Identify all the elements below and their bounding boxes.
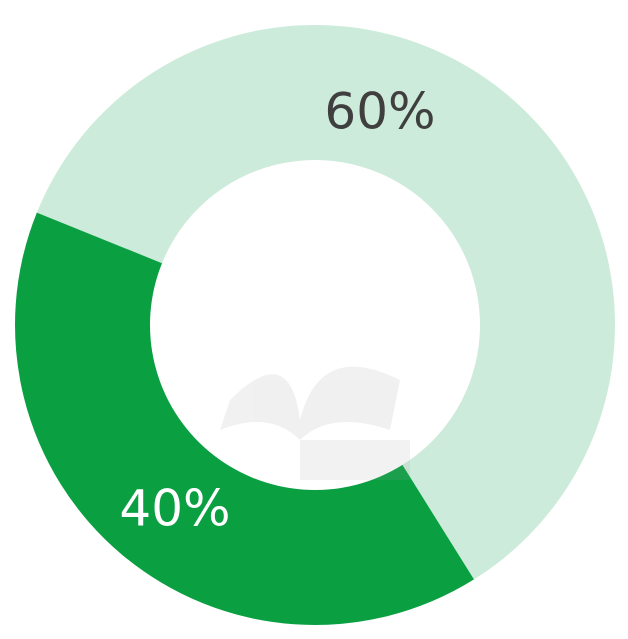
value-label: 60% (324, 83, 435, 141)
center-illustration (220, 366, 410, 480)
book-shape (220, 366, 400, 440)
donut-segment (15, 212, 474, 625)
house-shape (300, 440, 410, 480)
value-label: 40% (119, 480, 230, 538)
donut-segment (36, 24, 616, 580)
